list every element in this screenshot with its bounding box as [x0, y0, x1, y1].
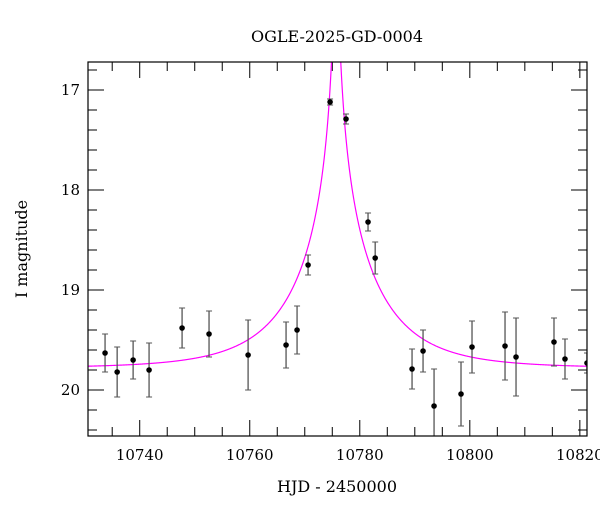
data-point: [551, 339, 557, 345]
data-point: [305, 262, 311, 268]
data-point: [409, 366, 415, 372]
data-point: [458, 391, 464, 397]
y-tick-label: 20: [61, 381, 80, 399]
plot-frame: [87, 61, 588, 437]
y-tick-label: 19: [61, 281, 80, 299]
x-tick-label: 10740: [116, 446, 164, 464]
x-tick-label: 10800: [446, 446, 494, 464]
y-tick-label: 17: [61, 81, 80, 99]
x-tick-label: 10820: [556, 446, 600, 464]
data-point: [146, 367, 152, 373]
data-point: [372, 255, 378, 261]
data-point: [283, 342, 289, 348]
y-tick-label: 18: [61, 181, 80, 199]
x-tick-label: 10760: [226, 446, 274, 464]
chart-title: OGLE-2025-GD-0004: [251, 27, 423, 46]
data-point: [343, 116, 349, 122]
data-point: [502, 343, 508, 349]
data-point: [562, 356, 568, 362]
x-axis-label: HJD - 2450000: [277, 477, 397, 496]
data-point: [431, 403, 437, 409]
data-point: [513, 354, 519, 360]
data-point: [179, 325, 185, 331]
x-tick-label: 10780: [336, 446, 384, 464]
data-point: [327, 99, 333, 105]
y-axis-label: I magnitude: [12, 200, 31, 298]
data-point: [420, 348, 426, 354]
data-point: [365, 219, 371, 225]
data-point: [469, 344, 475, 350]
data-point: [584, 360, 587, 366]
data-point: [294, 327, 300, 333]
data-point: [102, 350, 108, 356]
data-point: [130, 357, 136, 363]
data-point: [206, 331, 212, 337]
data-point: [114, 369, 120, 375]
model-curve: [88, 62, 587, 367]
data-point: [245, 352, 251, 358]
